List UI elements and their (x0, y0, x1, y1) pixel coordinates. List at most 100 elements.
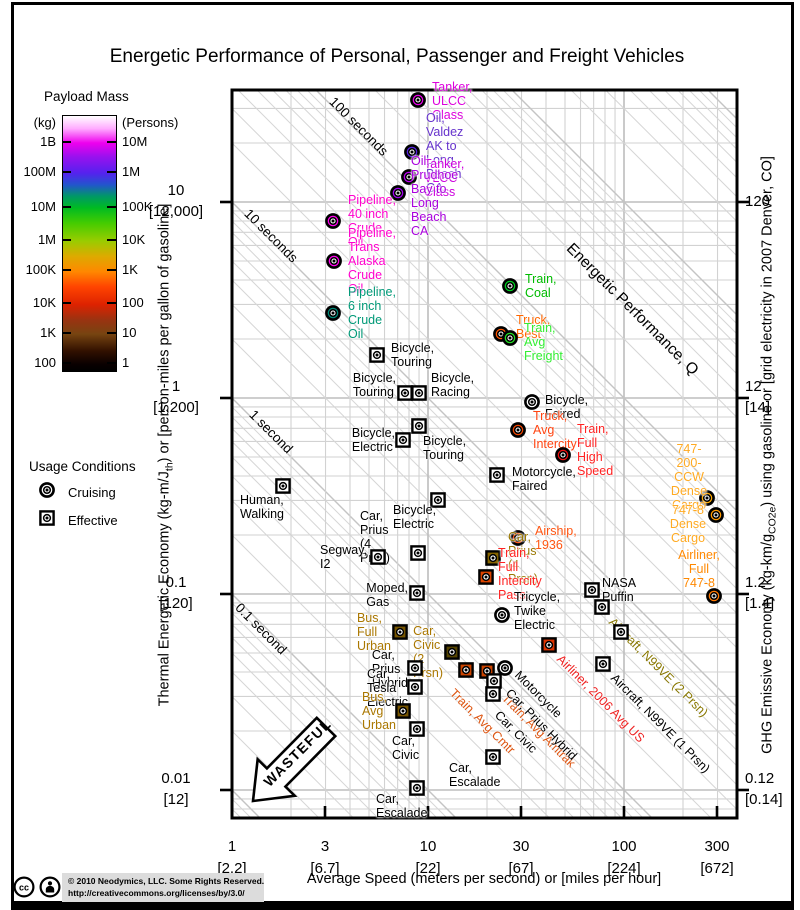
x-tick-alt-label: [2.2] (217, 860, 247, 877)
data-point-label: Pipeline, 6 inch Crude Oil (348, 285, 396, 341)
data-point-label: Car, Prius Hybrid (371, 648, 408, 690)
data-point-label: Tricycle, Twike Electric (514, 590, 561, 632)
colorbar-persons-label: 10 (122, 325, 137, 340)
data-point-label: Car, Prius (4 Prsn) (508, 530, 538, 586)
data-point-label: 747-8 Dense Cargo (669, 503, 707, 545)
colorbar-kg-label: 10M (30, 199, 56, 214)
data-point (501, 329, 519, 347)
license-box: © 2010 Neodymics, LLC. Some Rights Reser… (62, 873, 264, 902)
cc-attribution-person-icon (39, 876, 61, 898)
payload-mass-colorbar (62, 115, 117, 372)
y-right-tick-label: 120 (745, 193, 771, 210)
x-tick-alt-label: [672] (700, 860, 734, 877)
colorbar-tick (62, 269, 71, 271)
colorbar-persons-label: 1M (122, 164, 141, 179)
usage-legend-title: Usage Conditions (29, 459, 136, 474)
data-point (509, 529, 527, 547)
colorbar-tick (107, 239, 116, 241)
data-point-label: Bus, Full Urban (356, 611, 391, 653)
x-tick-label: 1 (227, 838, 237, 855)
data-point (409, 91, 427, 109)
data-point-label: Train, Coal (525, 272, 557, 300)
data-point-label: Bicycle, Electric (393, 503, 437, 531)
data-point-label: Bicycle, Touring (352, 371, 396, 399)
y-left-tick-label: 10 (167, 182, 185, 199)
x-tick-alt-label: [67] (508, 860, 534, 877)
data-point-label: Car, Civic (392, 734, 420, 762)
data-point-label: Airship, 1936 (535, 524, 577, 552)
data-point (509, 421, 527, 439)
y-left-tick-label: 0.1 (165, 574, 187, 591)
colorbar-tick (62, 239, 71, 241)
data-point (368, 346, 386, 364)
y-right-tick-alt-label: [0.14] (745, 791, 783, 808)
usage-legend-label: Effective (68, 513, 118, 528)
x-tick-label: 10 (419, 838, 437, 855)
data-point (484, 549, 502, 567)
data-point (540, 636, 558, 654)
data-point-label: 747-200-CCW Dense Cargo (670, 442, 708, 512)
x-tick-label: 300 (704, 838, 730, 855)
data-point (408, 584, 426, 602)
y-left-tick-alt-label: [12,000] (148, 203, 204, 220)
data-point-label: Truck, Best (516, 313, 551, 341)
data-point (325, 252, 343, 270)
data-point (389, 184, 407, 202)
data-point-label: Moped, Gas (366, 581, 408, 609)
colorbar-right-unit: (Persons) (122, 115, 179, 130)
data-point-label: Car, Civic (2 Prsn) (413, 624, 444, 680)
colorbar-tick (107, 171, 116, 173)
data-point (396, 384, 414, 402)
y-right-tick-alt-label: [14] (745, 399, 771, 416)
chart-title: Energetic Performance of Personal, Passe… (109, 46, 685, 67)
y-left-tick-label: 1 (171, 378, 181, 395)
data-point (429, 491, 447, 509)
colorbar-tick (107, 206, 116, 208)
x-tick-alt-label: [22] (415, 860, 441, 877)
colorbar-kg-label: 1M (37, 232, 56, 247)
colorbar-tick (107, 141, 116, 143)
data-point (400, 168, 418, 186)
data-point-label: Truck, Avg Intercity (533, 409, 577, 451)
data-point (496, 659, 514, 677)
data-point (523, 393, 541, 411)
data-point (394, 702, 412, 720)
data-point (324, 304, 342, 322)
x-tick-label: 3 (320, 838, 330, 855)
data-point-label: Segway, I2 (319, 543, 367, 571)
data-point-label: NASA Puffin (602, 576, 636, 604)
data-point (369, 548, 387, 566)
y-left-tick-label: 0.01 (161, 770, 191, 787)
colorbar-kg-label: 100K (25, 262, 56, 277)
colorbar-left-unit: (kg) (33, 115, 56, 130)
data-point (410, 417, 428, 435)
data-point-label: Train, Full High Speed (577, 422, 614, 478)
cruising-symbol-icon (38, 481, 56, 504)
data-point-label: Pipeline, 40 inch Crude Oil (348, 193, 396, 249)
colorbar-kg-label: 1B (40, 134, 56, 149)
data-point-label: Bicycle, Faired (545, 393, 589, 421)
data-point-label: Train, Full Intercity Pass. (498, 546, 542, 602)
y-right-tick-label: 12 (745, 378, 762, 395)
y-right-tick-label: 1.2 (745, 574, 766, 591)
svg-text:cc: cc (19, 883, 29, 893)
data-point-label: Train, Avg Freight (524, 321, 563, 363)
data-point-label: Bus, Avg Urban (361, 690, 396, 732)
data-point (410, 384, 428, 402)
x-tick-label: 100 (611, 838, 637, 855)
data-point (408, 779, 426, 797)
colorbar-persons-label: 10K (122, 232, 146, 247)
data-point (594, 655, 612, 673)
data-point-label: Car, Escalade (376, 792, 428, 820)
data-point (593, 598, 611, 616)
data-point (324, 212, 342, 230)
data-point-label: Oil, Prudhoe Bay to Long Beach CA (411, 154, 459, 238)
colorbar-tick (62, 332, 71, 334)
colorbar-kg-label: 1K (40, 325, 56, 340)
colorbar-tick (107, 362, 116, 364)
colorbar-persons-label: 1 (122, 355, 130, 370)
colorbar-kg-label: 100M (23, 164, 56, 179)
data-point-label: Airliner, Full 747-8 (678, 548, 720, 590)
data-point (612, 623, 630, 641)
